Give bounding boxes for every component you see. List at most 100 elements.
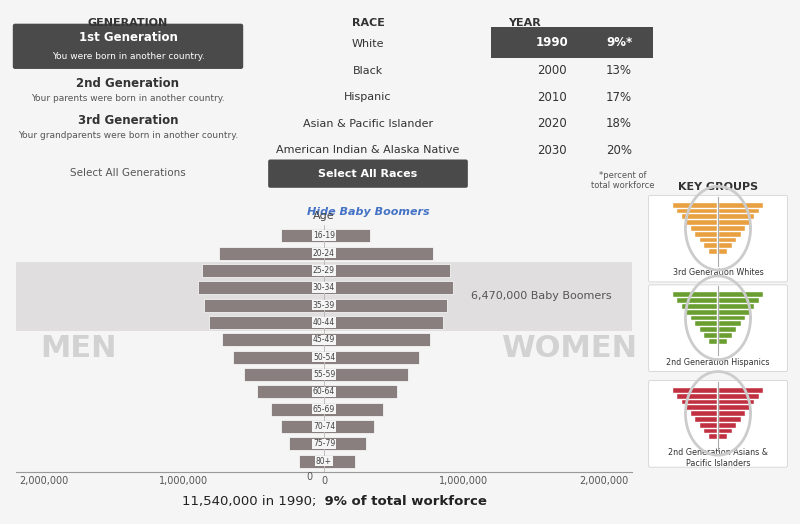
Text: 2010: 2010 <box>537 91 566 104</box>
Bar <box>209 316 324 329</box>
Bar <box>678 394 718 399</box>
Bar <box>695 232 718 237</box>
Bar <box>718 423 736 428</box>
Bar <box>324 264 450 277</box>
Text: White: White <box>352 39 384 49</box>
Bar <box>324 229 370 242</box>
Bar <box>324 316 443 329</box>
Bar <box>709 339 718 344</box>
FancyBboxPatch shape <box>649 285 787 372</box>
Bar <box>16 262 632 331</box>
Text: 20%: 20% <box>606 144 632 157</box>
Bar <box>718 249 727 254</box>
Bar <box>718 203 763 208</box>
Text: 75-79: 75-79 <box>313 439 335 449</box>
Bar <box>690 315 718 320</box>
Text: 3rd Generation: 3rd Generation <box>78 114 178 127</box>
Bar <box>281 229 324 242</box>
Text: 17%: 17% <box>606 91 632 104</box>
Bar <box>718 220 750 225</box>
Bar <box>673 388 718 392</box>
Text: 50-54: 50-54 <box>313 353 335 362</box>
Bar <box>690 226 718 231</box>
Bar <box>718 304 754 309</box>
Text: 18%: 18% <box>606 117 632 130</box>
Bar <box>718 388 763 392</box>
Bar <box>257 385 324 398</box>
Text: 1990: 1990 <box>535 36 568 49</box>
Bar <box>695 321 718 326</box>
Bar <box>678 298 718 303</box>
Bar <box>244 368 324 381</box>
Bar <box>198 281 324 294</box>
Text: 2030: 2030 <box>537 144 566 157</box>
Text: 70-74: 70-74 <box>313 422 335 431</box>
Text: Select All Races: Select All Races <box>318 169 418 179</box>
Bar <box>718 327 736 332</box>
Bar <box>219 247 324 259</box>
Text: Your parents were born in another country.: Your parents were born in another countr… <box>31 94 225 103</box>
Bar <box>718 406 750 410</box>
Bar <box>718 298 758 303</box>
Bar <box>678 209 718 213</box>
Text: 2nd Generation: 2nd Generation <box>77 77 179 90</box>
Bar <box>281 420 324 433</box>
Bar <box>718 232 741 237</box>
Text: 80+: 80+ <box>316 457 332 466</box>
Text: Hide Baby Boomers: Hide Baby Boomers <box>306 207 430 217</box>
Bar <box>289 438 324 450</box>
Bar <box>673 203 718 208</box>
Bar <box>718 429 732 433</box>
Bar <box>690 411 718 416</box>
Text: MEN: MEN <box>41 334 118 363</box>
Text: 0: 0 <box>306 472 313 482</box>
Text: 1st Generation: 1st Generation <box>78 31 178 45</box>
Text: 20-24: 20-24 <box>313 248 335 258</box>
Bar <box>700 238 718 243</box>
Bar <box>324 455 354 468</box>
Text: RACE: RACE <box>351 18 385 28</box>
Text: 11,540,000 in 1990;: 11,540,000 in 1990; <box>182 495 316 508</box>
Bar <box>324 351 419 364</box>
Bar <box>682 214 718 219</box>
FancyBboxPatch shape <box>268 159 468 188</box>
Text: 60-64: 60-64 <box>313 387 335 396</box>
Bar <box>682 400 718 405</box>
Bar <box>298 455 324 468</box>
Text: 2020: 2020 <box>537 117 566 130</box>
Bar <box>324 385 397 398</box>
Text: 9%*: 9%* <box>606 36 632 49</box>
Bar <box>324 402 382 416</box>
Text: 6,470,000 Baby Boomers: 6,470,000 Baby Boomers <box>471 291 612 301</box>
Bar <box>682 304 718 309</box>
Bar <box>700 327 718 332</box>
Bar <box>718 417 741 422</box>
Bar <box>202 264 324 277</box>
Bar <box>700 423 718 428</box>
FancyBboxPatch shape <box>13 24 243 69</box>
Text: 45-49: 45-49 <box>313 335 335 344</box>
Bar <box>718 333 732 338</box>
Bar <box>695 417 718 422</box>
FancyBboxPatch shape <box>649 195 787 282</box>
Bar <box>718 209 758 213</box>
Bar <box>718 411 746 416</box>
Text: 65-69: 65-69 <box>313 405 335 413</box>
Bar <box>324 368 408 381</box>
FancyBboxPatch shape <box>649 380 787 467</box>
Text: 35-39: 35-39 <box>313 301 335 310</box>
Bar <box>718 315 746 320</box>
Text: 13%: 13% <box>606 64 632 78</box>
Text: 30-34: 30-34 <box>313 283 335 292</box>
Text: 2nd Generation Hispanics: 2nd Generation Hispanics <box>666 358 770 367</box>
Bar <box>686 220 718 225</box>
Bar <box>718 214 754 219</box>
Bar <box>324 281 453 294</box>
Bar <box>233 351 324 364</box>
FancyBboxPatch shape <box>490 27 654 58</box>
Bar <box>718 226 746 231</box>
Text: Asian & Pacific Islander: Asian & Pacific Islander <box>303 118 433 129</box>
Bar <box>324 420 374 433</box>
Bar <box>718 292 763 297</box>
Text: GENERATION: GENERATION <box>88 18 168 28</box>
